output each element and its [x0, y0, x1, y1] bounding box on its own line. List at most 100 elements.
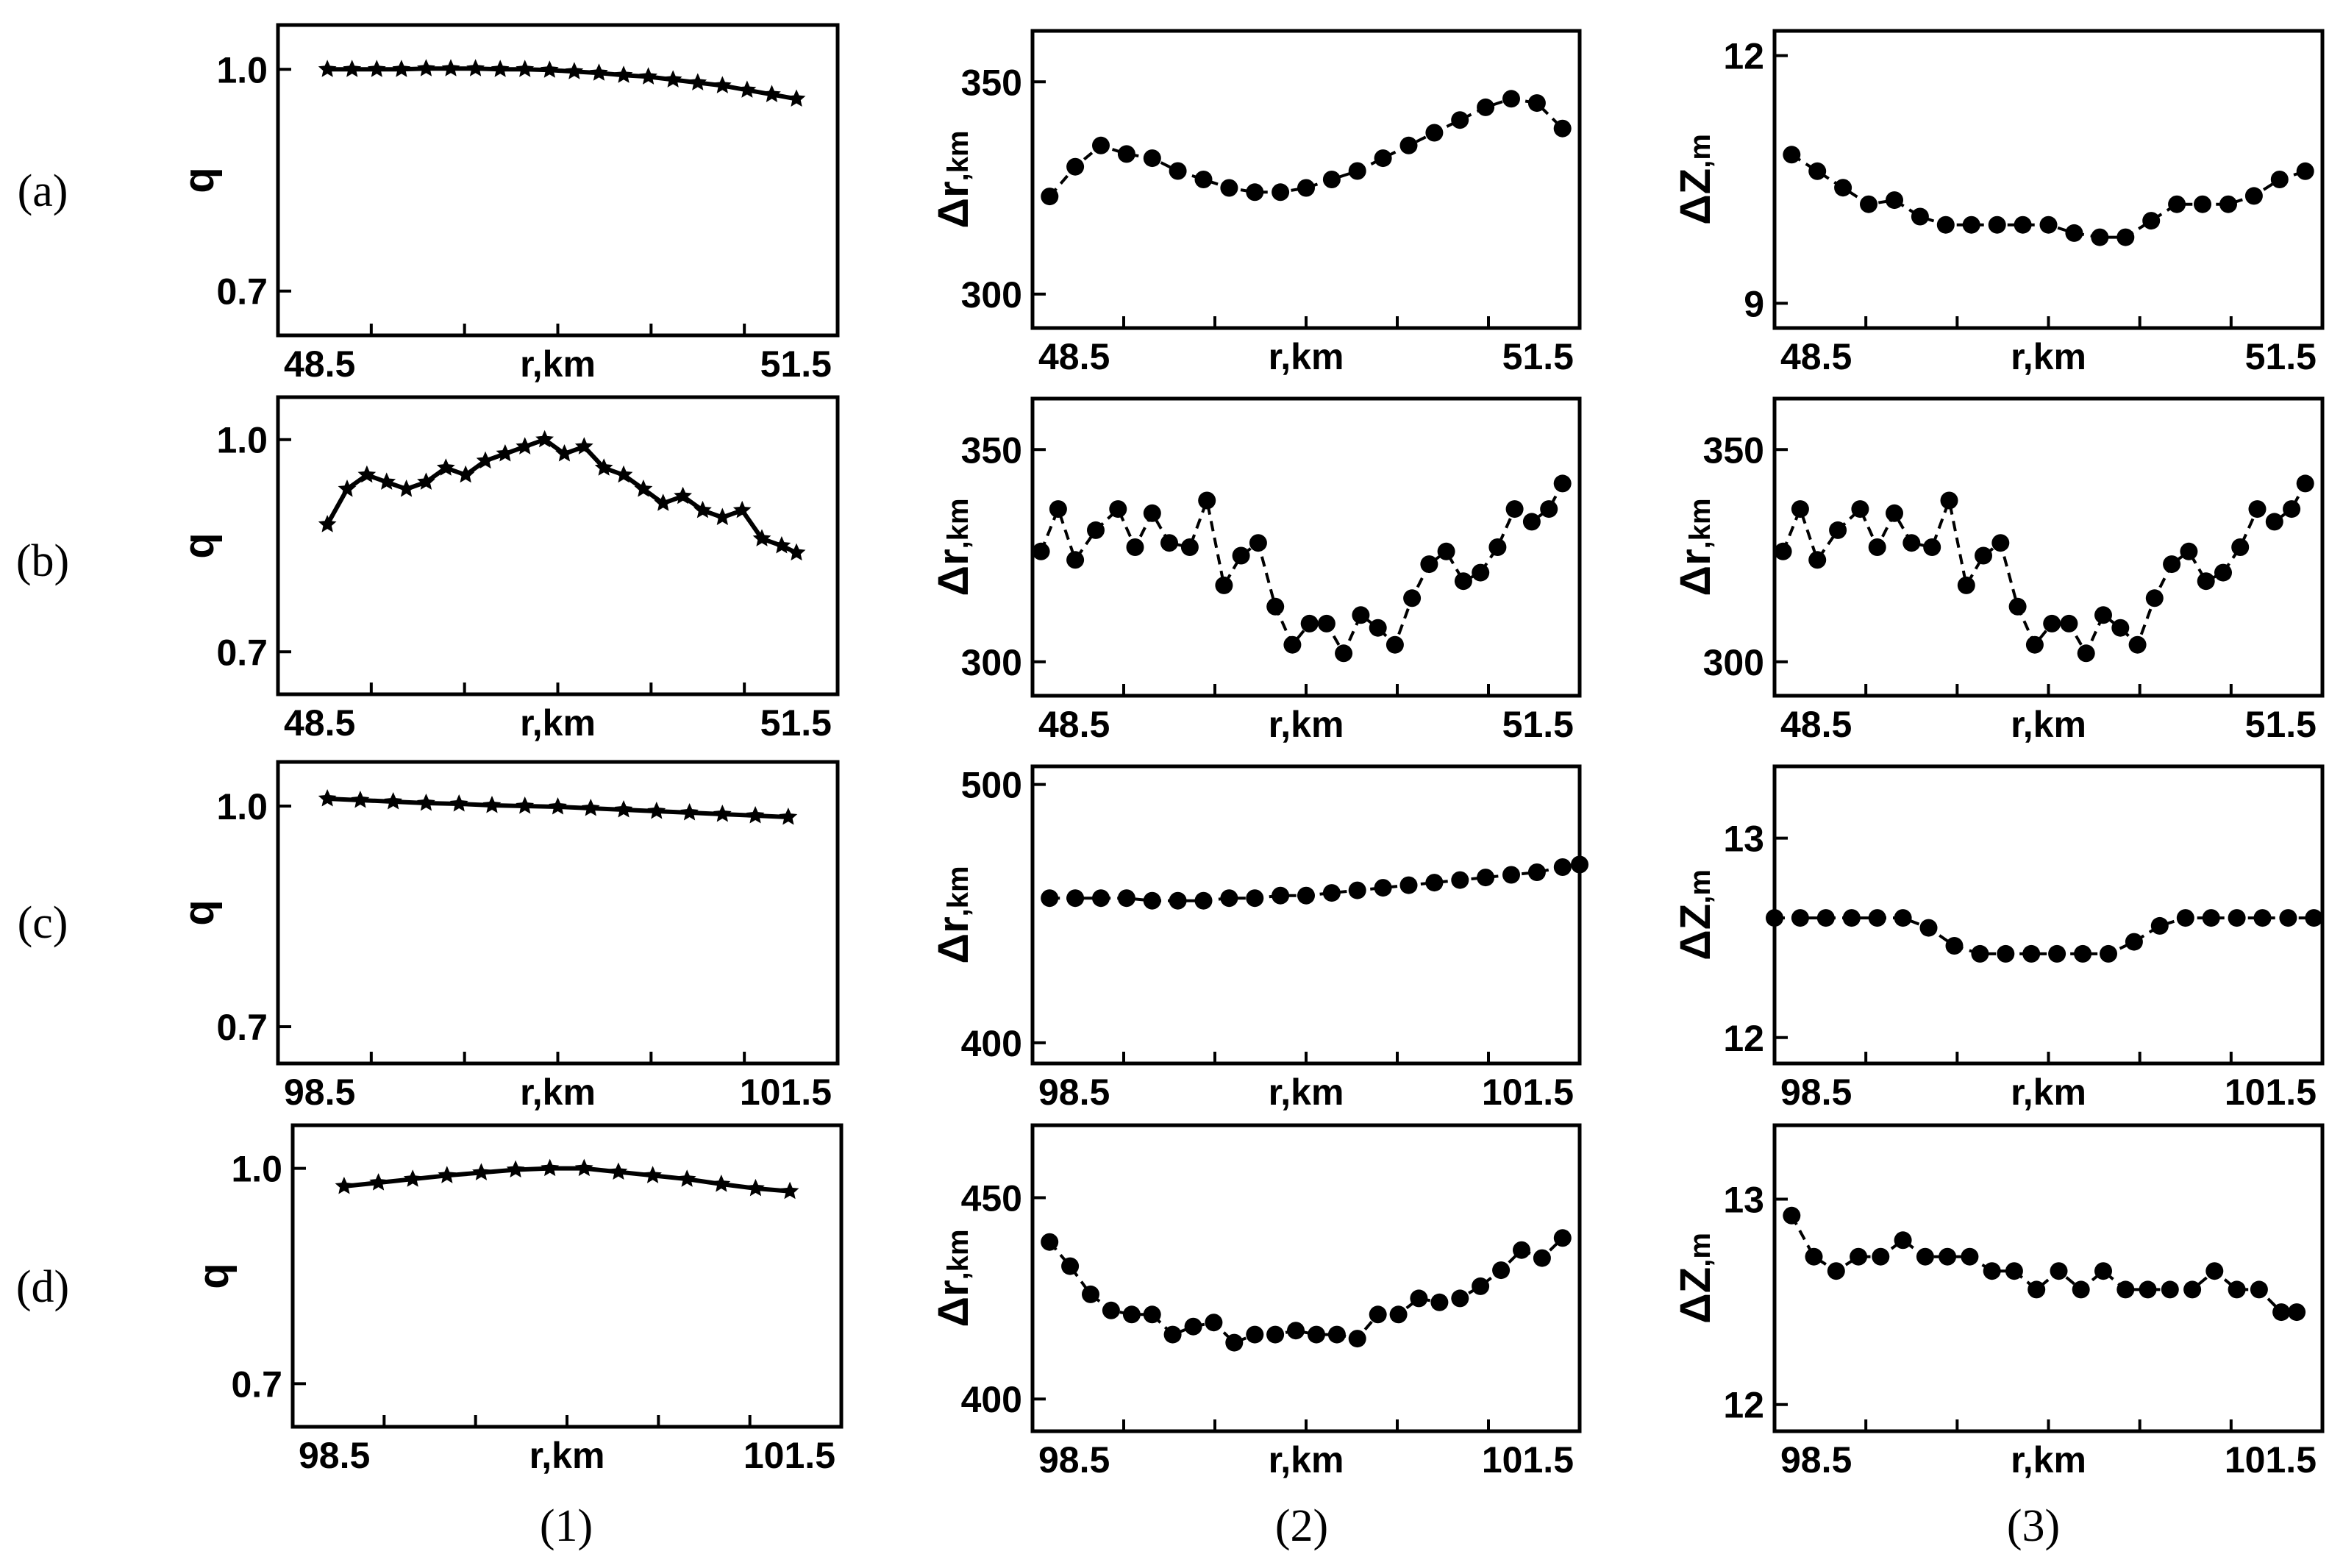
data-point — [1399, 136, 1418, 154]
data-point — [1988, 215, 2006, 234]
data-point-star — [397, 480, 416, 497]
data-point — [1087, 521, 1105, 539]
data-point — [1169, 162, 1187, 180]
data-point-star — [713, 805, 732, 822]
panel-frame — [1772, 29, 2325, 330]
data-point — [2244, 187, 2263, 205]
panel-d2: 450 400 98.5 101.5 r,km Δr,km — [930, 1123, 1582, 1480]
data-point — [2176, 909, 2194, 927]
data-point — [1957, 576, 1975, 594]
data-point-star — [377, 472, 396, 490]
data-point — [1919, 919, 1938, 937]
data-point — [1816, 909, 1835, 927]
data-point-star — [351, 791, 370, 808]
data-point — [2219, 195, 2237, 213]
data-point — [1940, 491, 1958, 510]
data-point — [1939, 1247, 1957, 1266]
y-axis-label: Δr,km — [930, 498, 977, 596]
data-point — [1791, 909, 1809, 927]
x-tick-label-left: 98.5 — [1038, 1072, 1110, 1113]
data-point — [1266, 597, 1285, 616]
y-tick-label: 13 — [1723, 819, 1764, 860]
data-point — [2142, 212, 2161, 230]
data-point — [1766, 909, 1783, 927]
data-point — [1860, 195, 1877, 213]
panel-b2: 350 300 48.5 51.5 r,km Δr,km — [930, 396, 1582, 745]
data-point — [1169, 891, 1187, 910]
data-point — [1783, 1206, 1801, 1225]
data-point — [1527, 863, 1546, 881]
data-point — [1041, 188, 1059, 206]
data-point-star — [614, 465, 633, 483]
data-point-star — [634, 480, 653, 497]
x-axis-label: r,km — [1269, 1439, 1344, 1480]
y-axis-label: q — [190, 1263, 238, 1289]
data-point — [1923, 538, 1941, 556]
data-point — [2005, 1262, 2023, 1280]
y-tick-label: 1.0 — [216, 420, 268, 461]
x-tick-label-left: 48.5 — [1038, 704, 1110, 745]
data-point-star — [540, 60, 559, 78]
data-point — [1061, 1257, 1080, 1275]
data-point — [1522, 513, 1541, 531]
data-point-star — [555, 444, 574, 462]
y-axis-label-main: q — [175, 532, 223, 558]
panel-a3: 12 9 48.5 51.5 r,km ΔZ,m — [1672, 29, 2325, 377]
data-point — [2028, 1280, 2046, 1299]
data-point-star — [746, 806, 765, 824]
data-point — [2168, 195, 2186, 213]
y-axis-label: ΔZ,m — [1672, 134, 1719, 225]
x-tick-label-right: 51.5 — [1502, 336, 1574, 377]
x-axis-label: r,km — [1269, 1072, 1344, 1113]
data-point — [1894, 1231, 1912, 1250]
data-point — [1220, 889, 1238, 908]
x-tick-label-left: 48.5 — [284, 702, 355, 744]
y-axis-label-main: Δr — [930, 916, 977, 963]
data-point — [1143, 149, 1161, 168]
data-point — [2296, 162, 2314, 180]
data-point — [1215, 576, 1233, 594]
data-point-star — [318, 515, 337, 532]
column-label-2: (2) — [1275, 1501, 1328, 1551]
data-point — [1287, 1322, 1305, 1340]
panel-b3: 350 300 48.5 51.5 r,km Δr,km — [1672, 396, 2325, 745]
data-point — [2183, 1280, 2202, 1299]
data-point — [2202, 909, 2220, 927]
data-point — [1533, 1249, 1551, 1267]
data-point — [1505, 500, 1524, 518]
data-point-star — [609, 1162, 628, 1180]
data-point-star — [732, 500, 752, 518]
data-point — [1327, 1325, 1346, 1344]
data-point — [2050, 1262, 2068, 1280]
data-point — [1283, 635, 1302, 654]
column-label-1: (1) — [540, 1501, 593, 1551]
x-tick-label-left: 48.5 — [1038, 336, 1110, 377]
data-point — [2272, 1303, 2291, 1322]
data-point — [1066, 889, 1085, 908]
data-point — [1184, 1317, 1202, 1336]
y-tick-label: 350 — [961, 430, 1022, 471]
panel-c1: 1.0 0.7 98.5 101.5 r,km q — [175, 760, 840, 1113]
data-point — [2296, 474, 2314, 493]
data-point — [2248, 500, 2267, 518]
data-point-star — [491, 60, 510, 77]
y-axis-label-unit: ,km — [942, 130, 974, 181]
data-point-star — [318, 60, 337, 77]
data-point — [2270, 171, 2289, 188]
y-axis-label: ΔZ,m — [1672, 869, 1719, 961]
y-tick-label: 0.7 — [216, 632, 268, 673]
data-point-star — [787, 543, 806, 561]
x-tick-label-right: 101.5 — [743, 1435, 835, 1476]
data-point — [1477, 869, 1495, 887]
data-point — [1502, 866, 1520, 884]
data-point — [2065, 224, 2083, 242]
data-point-star — [674, 486, 692, 505]
data-point-star — [712, 1175, 731, 1192]
x-axis-label: r,km — [520, 1072, 596, 1113]
data-point — [1399, 876, 1418, 894]
y-axis-label-main: q — [175, 167, 223, 193]
data-point — [2194, 195, 2211, 213]
data-point — [2228, 1280, 2246, 1299]
data-point — [2125, 933, 2143, 951]
